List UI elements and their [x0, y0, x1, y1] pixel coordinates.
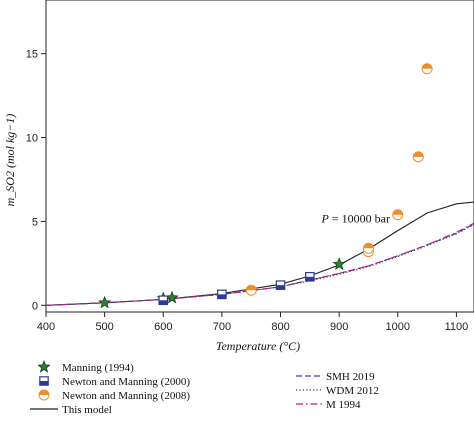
x-tick-label: 400 — [37, 321, 55, 333]
y-tick-label: 0 — [32, 300, 38, 312]
legend-label: This model — [62, 404, 112, 416]
y-axis-title: m_SO2 (mol kg−1) — [3, 114, 17, 207]
data-point — [392, 209, 404, 221]
x-tick-label: 900 — [330, 321, 348, 333]
legend-marker — [39, 376, 49, 386]
legend-label: Newton and Manning (2008) — [62, 390, 190, 402]
legend-marker — [37, 360, 51, 373]
y-tick-label: 10 — [26, 133, 38, 145]
series-line-wdm-2012 — [46, 224, 474, 306]
x-tick-label: 1100 — [445, 321, 469, 333]
x-tick-label: 700 — [213, 321, 231, 333]
data-point — [332, 257, 346, 270]
y-tick-label: 15 — [26, 49, 38, 61]
data-point — [412, 151, 424, 163]
legend-item: Manning (1994) — [37, 360, 134, 374]
ticks-layer: 400 500 600 700 800 900 1000 1100 0 5 10 15 — [26, 49, 468, 333]
legend-marker — [38, 389, 50, 401]
legend-item: Newton and Manning (2008) — [38, 389, 190, 402]
legend-label: M 1994 — [326, 399, 361, 411]
x-tick-label: 500 — [95, 321, 113, 333]
lines-layer — [46, 201, 474, 306]
legend-label: SMH 2019 — [326, 371, 375, 383]
legend-item: This model — [30, 404, 112, 416]
legend-label: Newton and Manning (2000) — [62, 376, 190, 388]
data-point — [421, 63, 433, 75]
data-point — [158, 295, 169, 306]
pressure-symbol: P — [321, 211, 330, 225]
series-line-m-1994 — [46, 222, 474, 306]
pressure-annotation: P = 10000 bar — [321, 211, 390, 225]
legend-item: M 1994 — [296, 399, 361, 411]
data-point — [362, 242, 374, 254]
legend-item: SMH 2019 — [296, 371, 375, 383]
points-layer — [98, 63, 433, 309]
data-point — [245, 284, 257, 296]
legend: Manning (1994) Newton and Manning (2000) N… — [30, 360, 379, 416]
pressure-value: = 10000 bar — [329, 211, 390, 225]
data-point — [165, 290, 179, 304]
x-tick-label: 800 — [271, 321, 289, 333]
x-axis-title: Temperature (°C) — [216, 339, 300, 353]
x-tick-label: 600 — [154, 321, 172, 333]
data-point — [98, 295, 112, 309]
plot-frame — [45, 0, 474, 313]
legend-item: Newton and Manning (2000) — [39, 376, 190, 388]
legend-item: WDM 2012 — [296, 385, 379, 397]
data-point — [217, 289, 227, 300]
x-tick-label: 1000 — [386, 321, 410, 333]
y-tick-label: 5 — [32, 216, 38, 228]
data-point — [275, 280, 286, 290]
legend-label: Manning (1994) — [62, 362, 134, 374]
legend-label: WDM 2012 — [326, 385, 379, 397]
data-point — [305, 271, 315, 282]
series-line-smh-2019 — [46, 223, 474, 306]
